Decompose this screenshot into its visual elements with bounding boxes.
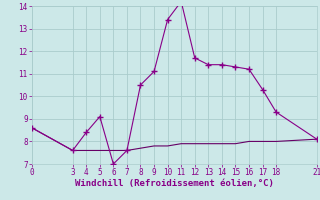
X-axis label: Windchill (Refroidissement éolien,°C): Windchill (Refroidissement éolien,°C) — [75, 179, 274, 188]
